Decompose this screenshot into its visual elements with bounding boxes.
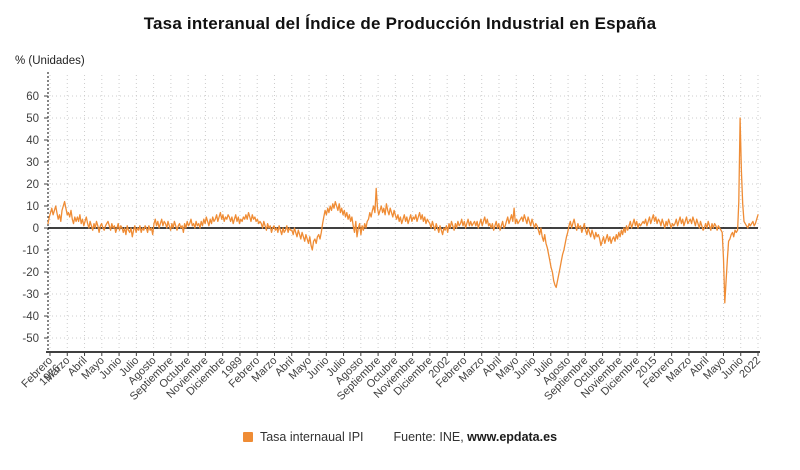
source-prefix: Fuente: INE, — [393, 430, 468, 444]
gridlines — [48, 75, 762, 352]
legend: Tasa internaual IPI Fuente: INE, www.epd… — [0, 430, 800, 444]
svg-text:-50: -50 — [22, 333, 39, 345]
svg-text:-10: -10 — [22, 245, 39, 257]
chart-title: Tasa interanual del Índice de Producción… — [143, 14, 657, 33]
ipi-line-series — [47, 117, 759, 304]
legend-label: Tasa internaual IPI — [259, 430, 364, 444]
svg-text:0: 0 — [33, 223, 39, 235]
svg-text:20: 20 — [26, 179, 39, 191]
legend-swatch-icon — [242, 432, 253, 442]
source-note: Fuente: INE, www.epdata.es — [394, 430, 558, 444]
x-axis-tick-labels: Febrero1976MarzoAbrilMayoJunioJulioAgost… — [19, 355, 763, 403]
svg-text:-30: -30 — [22, 289, 39, 301]
y-axis-tick-labels: 60 50 40 30 20 10 0 -10 -20 -30 -40 -50 — [22, 91, 39, 345]
svg-text:50: 50 — [26, 113, 39, 125]
y-axis-unit-label: % (Unidades) — [15, 55, 85, 67]
axes — [44, 72, 760, 356]
svg-text:-20: -20 — [22, 267, 39, 279]
svg-text:30: 30 — [26, 157, 39, 169]
legend-item-ipi[interactable]: Tasa internaual IPI — [242, 430, 364, 444]
svg-text:60: 60 — [26, 91, 39, 103]
source-site-link[interactable]: www.epdata.es — [467, 430, 558, 444]
svg-text:-40: -40 — [22, 311, 39, 323]
svg-text:40: 40 — [26, 135, 39, 147]
svg-text:10: 10 — [26, 201, 39, 213]
